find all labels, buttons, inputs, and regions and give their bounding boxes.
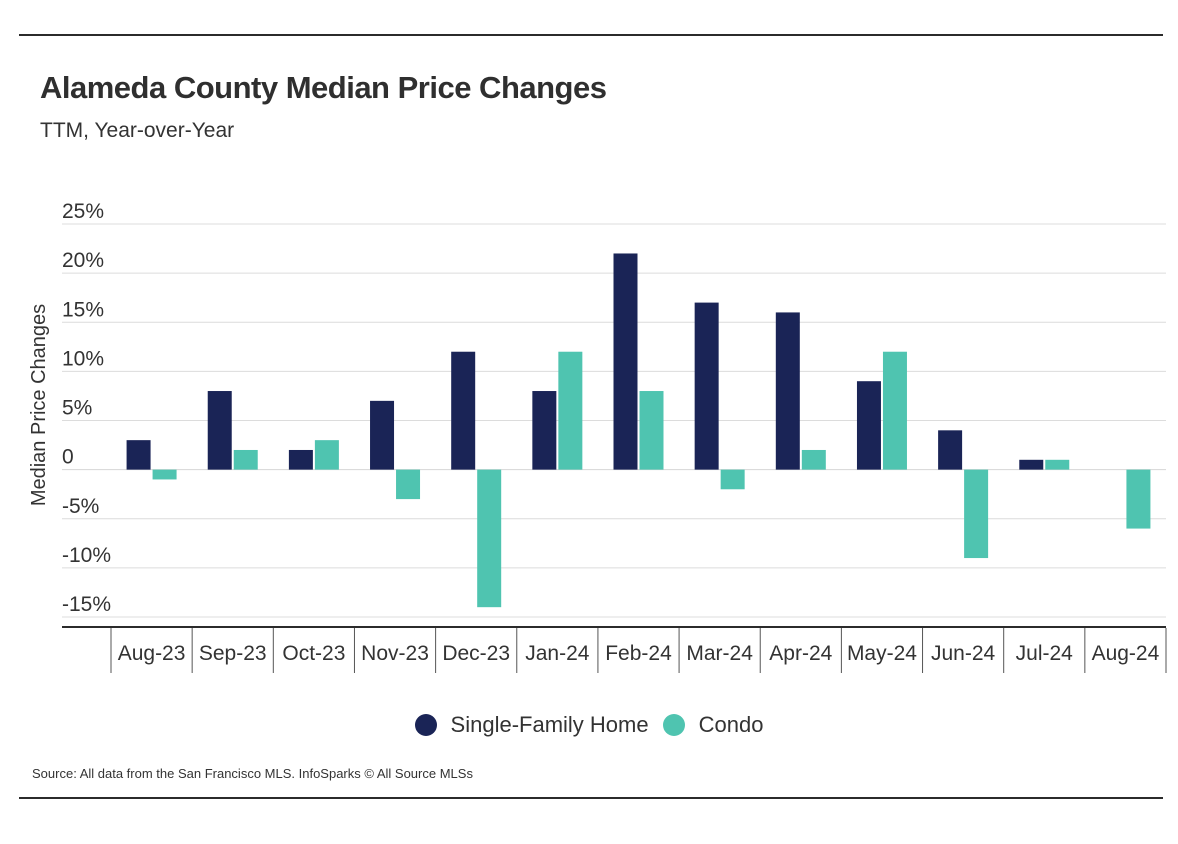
legend-label-single-family: Single-Family Home: [450, 712, 649, 737]
bar-condo: [801, 449, 826, 470]
bar-condo: [1045, 459, 1070, 470]
y-tick-label: 15%: [62, 298, 104, 321]
chart-subtitle: TTM, Year-over-Year: [40, 119, 235, 142]
y-tick-label: -15%: [62, 593, 111, 616]
chart-title: Alameda County Median Price Changes: [40, 70, 607, 105]
legend-item-single-family: Single-Family Home: [414, 712, 649, 738]
x-tick-label: Mar-24: [686, 642, 753, 665]
bar-condo: [233, 449, 258, 470]
bar-condo: [964, 469, 989, 559]
bar-single-family: [775, 312, 800, 470]
y-tick-label: -10%: [62, 544, 111, 567]
bar-condo: [720, 469, 745, 490]
bar-single-family: [207, 391, 232, 470]
x-tick-label: Apr-24: [769, 642, 832, 665]
bar-condo: [396, 469, 421, 500]
legend-swatch-single-family: [414, 714, 437, 736]
y-tick-label: 0: [62, 446, 74, 469]
bar-single-family: [938, 430, 963, 470]
bar-condo: [1126, 469, 1151, 529]
bar-chart: 25% 20% 15% 10% 5% 0 -5% -10% -15% Median Price C…: [28, 200, 1167, 673]
bar-single-family: [126, 440, 151, 470]
y-tick-label: 10%: [62, 347, 104, 370]
bar-single-family: [370, 400, 395, 470]
bar-condo: [152, 469, 177, 480]
source-note: Source: All data from the San Francisco …: [32, 766, 473, 781]
bottom-rule: [19, 797, 1163, 799]
bar-condo: [882, 351, 907, 470]
top-rule: [19, 34, 1163, 36]
x-tick-label: Jun-24: [931, 642, 996, 665]
bar-condo: [314, 440, 339, 470]
x-tick-label: Jan-24: [525, 642, 590, 665]
x-tick-label: Jul-24: [1016, 642, 1074, 665]
bar-single-family: [451, 351, 476, 470]
bar-single-family: [288, 449, 313, 470]
y-tick-label: 20%: [62, 249, 104, 272]
bar-condo: [477, 469, 502, 608]
legend-item-condo: Condo: [662, 712, 764, 738]
x-tick-label: Aug-24: [1092, 642, 1160, 665]
bar-single-family: [532, 391, 557, 470]
legend-label-condo: Condo: [698, 712, 764, 737]
y-axis-title: Median Price Changes: [28, 304, 50, 506]
legend-swatch-condo: [662, 714, 685, 736]
bar-single-family: [856, 381, 881, 470]
y-tick-label: 5%: [62, 397, 92, 420]
x-tick-label: May-24: [847, 642, 917, 665]
x-tick-label: Nov-23: [361, 642, 429, 665]
x-tick-label: Oct-23: [282, 642, 345, 665]
y-tick-label: -5%: [62, 495, 99, 518]
legend: Single-Family Home Condo: [0, 712, 1178, 738]
bar-condo: [558, 351, 583, 470]
x-tick-label: Feb-24: [605, 642, 672, 665]
bar-single-family: [1019, 459, 1044, 470]
bar-single-family: [694, 302, 719, 470]
x-tick-label: Aug-23: [118, 642, 186, 665]
bar-condo: [639, 391, 664, 470]
y-tick-label: 25%: [62, 200, 104, 223]
bar-single-family: [613, 253, 638, 470]
x-tick-label: Dec-23: [442, 642, 510, 665]
x-tick-label: Sep-23: [199, 642, 267, 665]
